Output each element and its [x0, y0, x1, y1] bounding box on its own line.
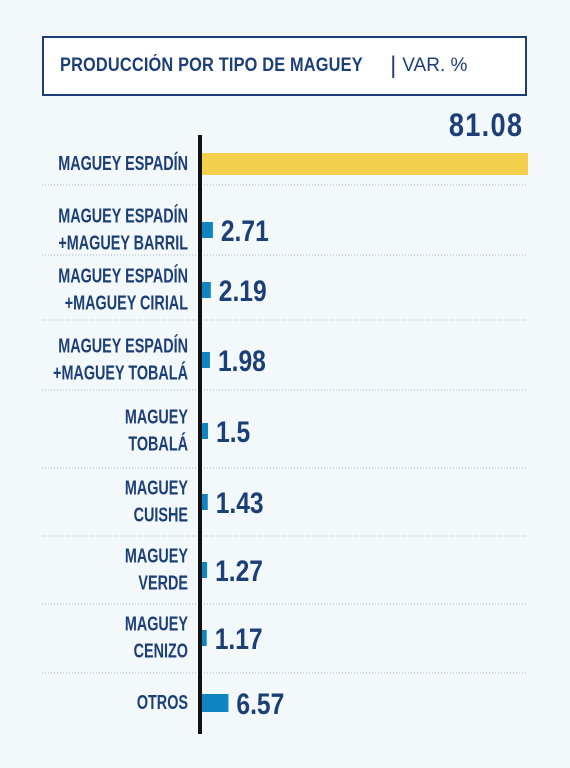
bar [202, 222, 213, 238]
category-label: +MAGUEY CIRIAL [65, 291, 189, 314]
bar-highlight [202, 153, 528, 175]
category-label: MAGUEY ESPADÍN [58, 152, 188, 175]
title-separator: | [390, 52, 397, 79]
bar [202, 494, 208, 510]
category-label: CUISHE [134, 503, 188, 526]
category-label: +MAGUEY BARRIL [58, 231, 188, 254]
category-label: OTROS [137, 691, 188, 714]
category-label: +MAGUEY TOBALÁ [53, 361, 188, 384]
value-label: 1.17 [215, 622, 263, 656]
category-label: MAGUEY ESPADÍN [58, 204, 188, 227]
chart-title: PRODUCCIÓN POR TIPO DE MAGUEY [60, 55, 363, 76]
bar [202, 562, 208, 578]
category-label: MAGUEY [125, 405, 188, 428]
value-label: 1.43 [216, 486, 264, 520]
value-label: 6.57 [236, 687, 284, 721]
category-label: TOBALÁ [128, 432, 188, 455]
value-label: 2.19 [219, 274, 267, 308]
category-label: MAGUEY [125, 544, 188, 567]
value-label: 1.5 [216, 415, 250, 449]
value-label: 2.71 [221, 214, 269, 248]
value-label: 1.27 [215, 554, 263, 588]
bar [202, 423, 209, 439]
bar [202, 352, 210, 368]
bar [202, 694, 229, 712]
category-label: MAGUEY [125, 476, 188, 499]
chart-title-box: PRODUCCIÓN POR TIPO DE MAGUEY | VAR. % [42, 36, 527, 96]
category-label: VERDE [138, 571, 188, 594]
bar [202, 282, 211, 298]
value-label: 1.98 [218, 344, 266, 378]
category-label: MAGUEY ESPADÍN [58, 334, 188, 357]
category-label: MAGUEY ESPADÍN [58, 264, 188, 287]
category-label: CENIZO [134, 639, 188, 662]
category-label: MAGUEY [125, 612, 188, 635]
chart-unit: VAR. % [402, 55, 468, 76]
value-label: 81.08 [449, 108, 522, 144]
bar [202, 630, 207, 646]
